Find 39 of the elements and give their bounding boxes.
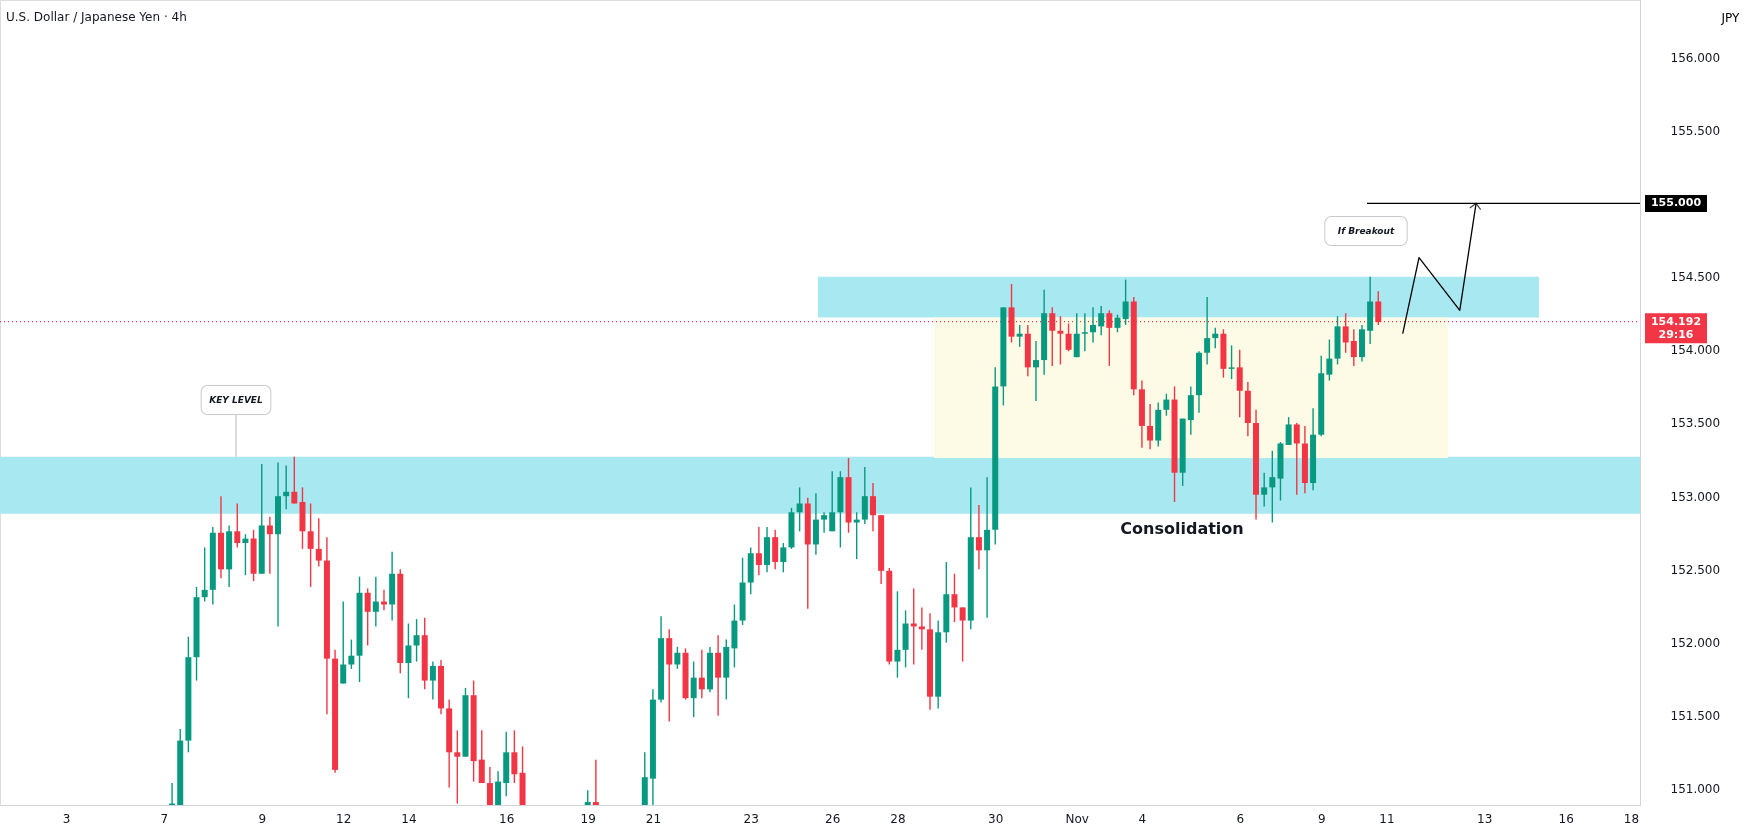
x-tick-label: 3 xyxy=(62,811,71,826)
x-tick-label: 13 xyxy=(1477,811,1493,826)
candlestick xyxy=(1228,344,1235,380)
x-tick-label: 16 xyxy=(1558,811,1574,826)
y-tick-label: 151.000 xyxy=(1670,782,1721,797)
text: U.S. Dollar / Japanese Yen · 4h xyxy=(6,10,187,24)
y-tick-label: 153.500 xyxy=(1670,416,1721,431)
x-tick-label: 11 xyxy=(1379,811,1395,826)
x-tick-label: 16 xyxy=(499,811,515,826)
x-tick-label: 23 xyxy=(743,811,759,826)
x-tick-label: Nov xyxy=(1065,811,1089,826)
x-tick-label: 21 xyxy=(645,811,662,826)
x-tick-label: 19 xyxy=(580,811,596,826)
ref-line-label: 155.000 xyxy=(1650,196,1702,210)
x-tick-label: 6 xyxy=(1236,811,1245,826)
annotation: If Breakout xyxy=(1337,226,1395,236)
x-tick-label: 4 xyxy=(1138,811,1147,826)
annotation: Consolidation xyxy=(1120,519,1244,538)
candlestick xyxy=(454,729,461,805)
y-tick-label: 155.500 xyxy=(1670,123,1721,138)
y-tick-label: 154.000 xyxy=(1670,343,1721,358)
x-tick-label: 9 xyxy=(1317,811,1326,826)
y-axis-title: JPY xyxy=(1720,10,1741,25)
x-tick-label: 7 xyxy=(160,811,169,826)
y-tick-label: 152.500 xyxy=(1670,562,1721,577)
y-tick-label: 154.500 xyxy=(1670,270,1721,285)
x-tick-label: 26 xyxy=(825,811,841,826)
x-tick-label: 14 xyxy=(401,811,417,826)
annotation: KEY LEVEL xyxy=(209,395,264,405)
ref-line-label: 154.192 29:16 xyxy=(1650,314,1702,341)
x-tick-label: 18 xyxy=(1623,811,1640,826)
y-tick-label: 153.000 xyxy=(1670,489,1721,504)
x-tick-label: 12 xyxy=(336,811,352,826)
y-tick-label: 151.500 xyxy=(1670,709,1721,724)
y-tick-label: 156.000 xyxy=(1670,50,1721,65)
x-tick-label: 9 xyxy=(258,811,267,826)
y-tick-label: 152.000 xyxy=(1670,636,1721,651)
x-tick-label: 30 xyxy=(988,811,1004,826)
x-tick-label: 28 xyxy=(890,811,906,826)
